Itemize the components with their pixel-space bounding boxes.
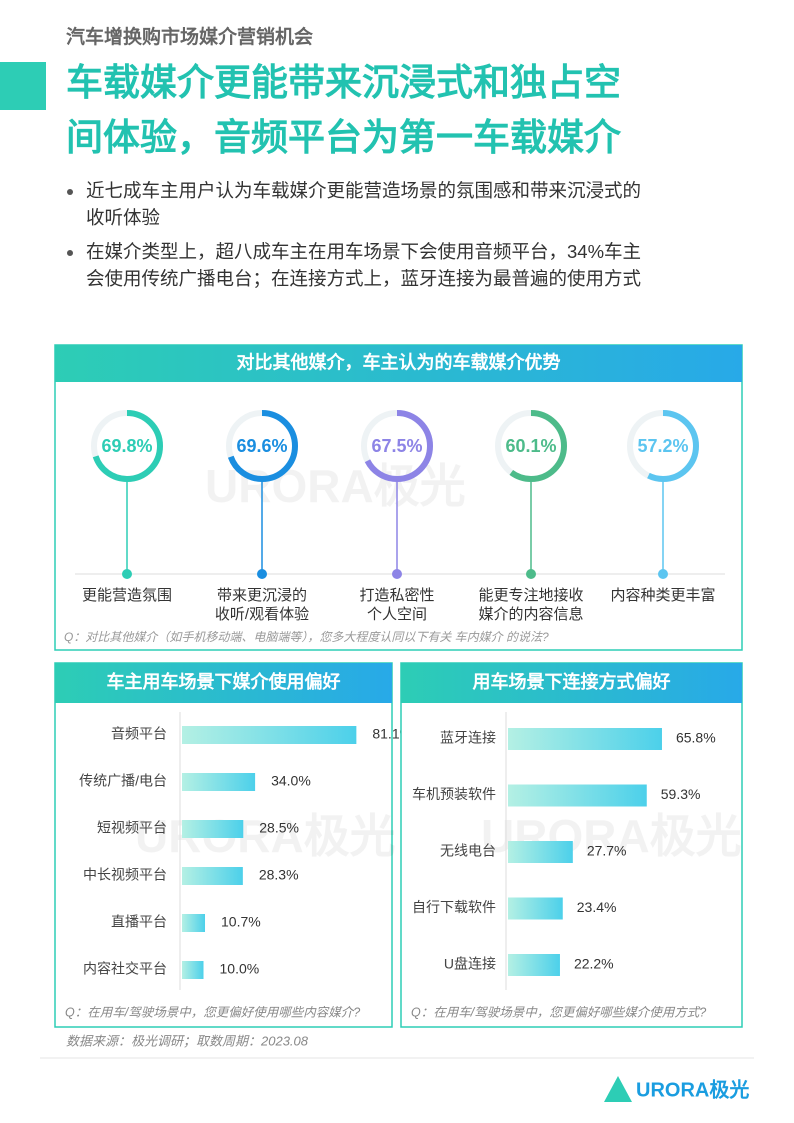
watermark: URORA极光 <box>205 460 466 512</box>
bar <box>182 726 357 744</box>
ring-arc <box>361 410 433 482</box>
value-label: 28.3% <box>259 867 299 883</box>
note: Q：在用车/驾驶场景中，您更偏好使用哪些内容媒介? <box>65 1005 360 1019</box>
category-label: 能更专注地接收 <box>478 587 583 604</box>
ring-arc <box>91 410 163 482</box>
category-label: 无线电台 <box>440 843 496 859</box>
value-label: 22.2% <box>574 956 614 972</box>
ring-dot <box>257 569 267 579</box>
ring-label: 69.6% <box>236 436 287 456</box>
bullet-dot <box>67 250 73 256</box>
bar <box>182 867 243 885</box>
category-label: 内容种类更丰富 <box>610 586 715 604</box>
logo: URORA极光 <box>636 1077 749 1101</box>
panel <box>54 344 743 651</box>
bar <box>508 897 563 920</box>
panel-header <box>401 663 742 703</box>
note: Q：在用车/驾驶场景中，您更偏好哪些媒介使用方式? <box>411 1005 706 1019</box>
category-label: 直播平台 <box>111 914 167 930</box>
category-label: 更能营造氛围 <box>82 587 172 604</box>
bar <box>508 954 560 976</box>
bullet-dot <box>67 189 73 195</box>
category-label: 自行下载软件 <box>412 899 496 915</box>
ring-dot <box>526 569 536 579</box>
kicker: 汽车增换购市场媒介营销机会 <box>66 25 313 48</box>
category-label: 传统广播/电台 <box>79 773 167 789</box>
category-label: 带来更沉浸的 <box>217 587 307 604</box>
ring-label: 60.1% <box>505 436 556 456</box>
bar <box>508 784 647 807</box>
ring-arc <box>226 410 298 482</box>
note: Q：对比其他媒介（如手机移动端、电脑端等），您多大程度认同以下有关 车内媒介 的… <box>64 630 549 644</box>
value-label: 34.0% <box>271 773 311 789</box>
category-label: 个人空间 <box>367 606 427 623</box>
bar <box>182 961 204 979</box>
value-label: 65.8% <box>676 730 716 746</box>
ring-label: 57.2% <box>637 436 688 456</box>
value-label: 27.7% <box>587 843 627 859</box>
ring-dot <box>658 569 668 579</box>
ring-dot <box>392 569 402 579</box>
value-label: 28.5% <box>259 820 299 836</box>
accent-block <box>0 62 46 110</box>
ring-label: 69.8% <box>101 436 152 456</box>
category-label: 媒介的内容信息 <box>478 606 583 623</box>
value-label: 10.7% <box>221 914 261 930</box>
category-label: 中长视频平台 <box>83 867 167 883</box>
value-label: 10.0% <box>220 961 260 977</box>
value-label: 59.3% <box>661 786 701 802</box>
bullet-text: 收听体验 <box>86 207 160 228</box>
source: 数据来源：极光调研；取数周期：2023.08 <box>66 1033 309 1048</box>
category-label: U盘连接 <box>444 956 496 972</box>
bar <box>508 728 662 750</box>
panel-title: 用车场景下连接方式偏好 <box>473 671 671 692</box>
logo-icon <box>604 1076 632 1102</box>
panel-header <box>55 663 392 703</box>
bar <box>182 820 244 838</box>
panel-header <box>55 345 742 382</box>
category-label: 蓝牙连接 <box>440 730 496 746</box>
bullet-text: 近七成车主用户认为车载媒介更能营造场景的氛围感和带来沉浸式的 <box>86 180 641 201</box>
category-label: 音频平台 <box>111 726 167 742</box>
watermark: URORA极光 <box>135 810 396 862</box>
category-label: 打造私密性 <box>359 587 434 604</box>
bar <box>508 841 573 863</box>
ring-arc <box>627 410 699 482</box>
value-label: 23.4% <box>577 899 617 915</box>
category-label: 收听/观看体验 <box>215 606 309 623</box>
bullet-text: 会使用传统广播电台；在连接方式上，蓝牙连接为最普遍的使用方式 <box>86 268 641 289</box>
panel <box>54 662 393 1028</box>
title: 间体验，音频平台为第一车载媒介 <box>66 117 622 158</box>
category-label: 车机预装软件 <box>412 786 496 802</box>
category-label: 内容社交平台 <box>83 961 167 977</box>
category-label: 短视频平台 <box>97 820 167 836</box>
panel-title: 车主用车场景下媒介使用偏好 <box>107 671 341 692</box>
ring-dot <box>122 569 132 579</box>
bar <box>182 914 206 932</box>
bar <box>182 773 256 791</box>
ring-arc <box>495 410 567 482</box>
ring-label: 67.5% <box>371 436 422 456</box>
bullet-text: 在媒介类型上，超八成车主在用车场景下会使用音频平台，34%车主 <box>86 241 641 262</box>
panel-title: 对比其他媒介，车主认为的车载媒介优势 <box>237 351 561 372</box>
title: 车载媒介更能带来沉浸式和独占空 <box>66 62 621 103</box>
